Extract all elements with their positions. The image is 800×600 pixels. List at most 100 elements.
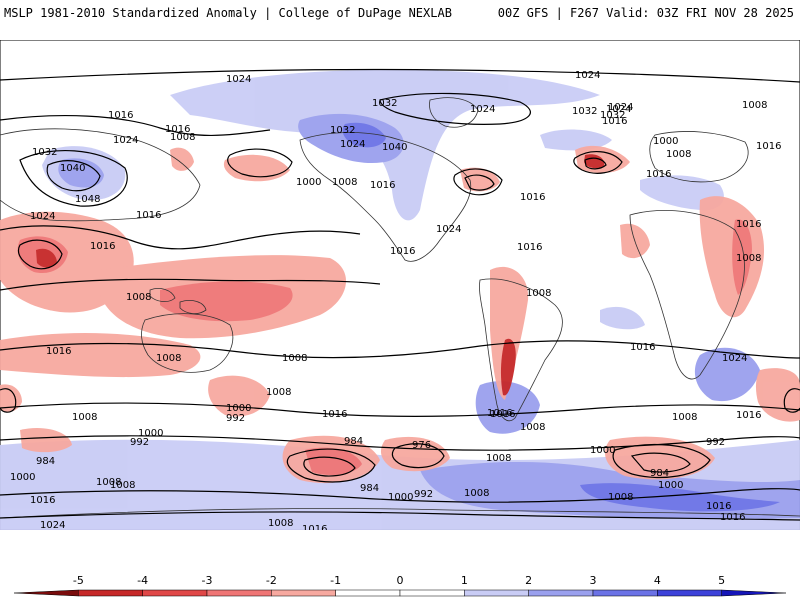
color-bar-swatch <box>657 589 722 597</box>
isobar-label: 1000 <box>10 472 35 483</box>
positive-anomaly-shading <box>0 69 800 530</box>
coastline-antarctica <box>0 508 800 519</box>
isobar-label: 1032 <box>32 147 57 158</box>
isobar-label: 976 <box>412 440 431 451</box>
isobar-label: 992 <box>706 437 725 448</box>
color-bar-tick-label: -5 <box>73 574 84 587</box>
isobar <box>0 278 381 291</box>
isobar <box>612 443 711 479</box>
anomaly-blob <box>694 347 760 402</box>
isobar <box>391 443 445 469</box>
isobar-label: 1024 <box>40 520 65 530</box>
isobar-label: 1016 <box>706 501 731 512</box>
isobar <box>584 157 607 170</box>
anomaly-blob <box>732 219 752 295</box>
isobar-label: 1016 <box>720 512 745 523</box>
anomaly-blob <box>600 306 645 330</box>
isobar-label: 1008 <box>268 518 293 529</box>
isobar <box>0 225 361 250</box>
isobar-label: 1008 <box>126 292 151 303</box>
isobar <box>17 239 63 270</box>
isobar-label: 1016 <box>30 495 55 506</box>
anomaly-map: 1024 1016 1032 1024 1040 1048 1016 1008 … <box>0 40 800 530</box>
isobar-label: 1008 <box>672 412 697 423</box>
isobar-label: 1032 <box>572 106 597 117</box>
coastline-se-asia-islands <box>149 288 207 314</box>
coastline-europe <box>649 131 749 183</box>
color-bar-swatch <box>592 589 658 597</box>
isobar-label: 1008 <box>736 253 761 264</box>
isobar-label: 984 <box>360 483 379 494</box>
color-bar-swatch <box>142 589 208 597</box>
coastline-north-america <box>299 132 472 262</box>
map-title: MSLP 1981-2010 Standardized Anomaly | Co… <box>4 6 452 20</box>
isobar <box>0 114 271 137</box>
isobar <box>464 174 495 191</box>
color-bar-tick-label: -4 <box>137 574 148 587</box>
anomaly-blob <box>0 479 110 501</box>
isobar-label: 1008 <box>266 387 291 398</box>
anomaly-blob <box>0 384 22 412</box>
color-bar-tick-label: -1 <box>330 574 341 587</box>
color-bar-swatch <box>464 589 529 597</box>
isobar <box>0 511 800 521</box>
isobar-label: 1032 <box>600 110 625 121</box>
isobar-label: 1024 <box>608 102 633 113</box>
isobar-label: 1024 <box>606 104 631 115</box>
isobar-label: 984 <box>344 436 363 447</box>
color-bar-tick-label: 3 <box>590 574 597 587</box>
isobar-label: 1016 <box>517 242 542 253</box>
isobar-label: 1016 <box>490 409 515 420</box>
isobar-label: 1008 <box>486 453 511 464</box>
isobar <box>303 456 356 477</box>
isobar-label: 1008 <box>332 177 357 188</box>
isobar-label: 1000 <box>658 480 683 491</box>
color-bar-tick-label: -3 <box>202 574 213 587</box>
anomaly-blob <box>58 158 104 188</box>
isobar-label: 1016 <box>630 342 655 353</box>
isobar-label: 1016 <box>165 124 190 135</box>
isobar-label: 1024 <box>30 211 55 222</box>
anomaly-blob <box>160 281 293 322</box>
isobar-label: 1016 <box>322 409 347 420</box>
anomaly-blob <box>605 436 715 480</box>
isobar-label: 1016 <box>46 346 71 357</box>
isobar <box>630 452 691 473</box>
isobar-label: 1008 <box>520 422 545 433</box>
isobar-label: 1008 <box>464 488 489 499</box>
isobar <box>0 388 17 413</box>
isobar-label: 984 <box>650 468 669 479</box>
isobar-label: 1016 <box>736 410 761 421</box>
anomaly-blob <box>460 167 500 192</box>
isobar-label: 1016 <box>756 141 781 152</box>
isobar-label: 992 <box>414 489 433 500</box>
isobars <box>0 68 800 521</box>
isobar <box>573 151 623 174</box>
isobar <box>19 150 128 207</box>
anomaly-blob <box>20 427 72 453</box>
isobar-label: 1024 <box>722 353 747 364</box>
isobar <box>783 388 800 413</box>
color-bar-swatch <box>721 589 787 597</box>
isobar-label: 1024 <box>470 104 495 115</box>
isobar-label: 1008 <box>742 100 767 111</box>
isobar-label: 1008 <box>110 480 135 491</box>
isobar-label: 992 <box>226 413 245 424</box>
coastline-africa <box>629 210 745 380</box>
isobar-label: 1008 <box>608 492 633 503</box>
isobar <box>0 340 800 359</box>
isobar-label: 1032 <box>372 98 397 109</box>
header: MSLP 1981-2010 Standardized Anomaly | Co… <box>0 0 800 30</box>
isobar-label: 1016 <box>487 408 512 419</box>
coastline-greenland <box>429 97 479 128</box>
isobar-label: 1024 <box>340 139 365 150</box>
isobar-label: 1024 <box>436 224 461 235</box>
valid-time: 00Z GFS | F267 Valid: 03Z FRI NOV 28 202… <box>497 6 794 20</box>
anomaly-blob <box>223 154 290 182</box>
isobar-label: 1016 <box>602 116 627 127</box>
isobar <box>0 402 800 417</box>
color-bar-swatch <box>13 589 79 597</box>
isobar-labels: 1024 1016 1032 1024 1040 1048 1016 1008 … <box>10 70 781 530</box>
isobar-label: 1048 <box>75 194 100 205</box>
isobar-label: 1008 <box>666 149 691 160</box>
